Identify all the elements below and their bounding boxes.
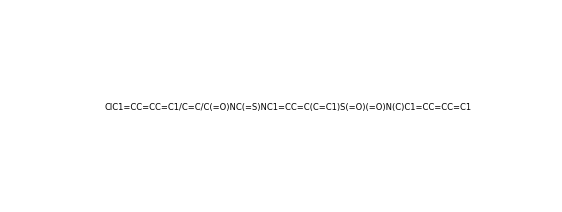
Text: ClC1=CC=CC=C1/C=C/C(=O)NC(=S)NC1=CC=C(C=C1)S(=O)(=O)N(C)C1=CC=CC=C1: ClC1=CC=CC=C1/C=C/C(=O)NC(=S)NC1=CC=C(C=… [105,103,472,112]
